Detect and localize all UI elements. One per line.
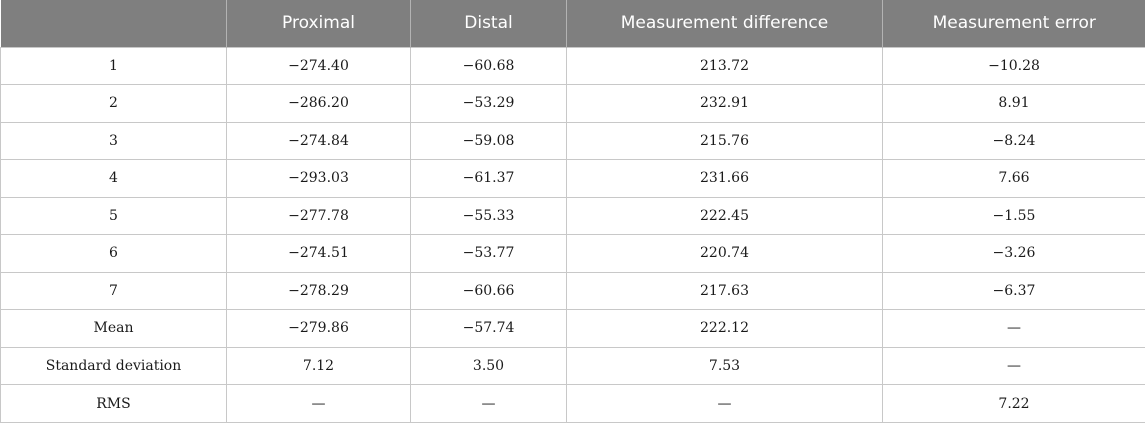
table-cell: 8.91 [883, 85, 1145, 123]
table-cell: — [883, 347, 1145, 385]
table-cell: — [883, 310, 1145, 348]
table-cell: −59.08 [411, 122, 567, 160]
table-cell: −278.29 [227, 272, 411, 310]
table-cell: 222.45 [567, 197, 883, 235]
table-cell: −55.33 [411, 197, 567, 235]
table-cell: −274.84 [227, 122, 411, 160]
table-cell: 220.74 [567, 235, 883, 273]
table-cell: −274.40 [227, 47, 411, 85]
table-row: RMS———7.22 [1, 385, 1145, 423]
table-cell: 231.66 [567, 160, 883, 198]
table-cell: — [567, 385, 883, 423]
table-cell: — [227, 385, 411, 423]
row-label-cell: 7 [1, 272, 227, 310]
row-label-cell: 3 [1, 122, 227, 160]
row-label-cell: 2 [1, 85, 227, 123]
table-cell: −3.26 [883, 235, 1145, 273]
header-cell-measurement-difference: Measurement difference [567, 0, 883, 47]
table-cell: 222.12 [567, 310, 883, 348]
row-label-cell: Standard deviation [1, 347, 227, 385]
table-cell: 7.22 [883, 385, 1145, 423]
header-cell-row-label [1, 0, 227, 47]
table-cell: −8.24 [883, 122, 1145, 160]
table-cell: −274.51 [227, 235, 411, 273]
table-cell: 7.53 [567, 347, 883, 385]
table-cell: — [411, 385, 567, 423]
row-label-cell: 6 [1, 235, 227, 273]
table-cell: 3.50 [411, 347, 567, 385]
table-cell: −1.55 [883, 197, 1145, 235]
table-cell: 7.66 [883, 160, 1145, 198]
table-cell: −6.37 [883, 272, 1145, 310]
header-row: Proximal Distal Measurement difference M… [1, 0, 1145, 47]
row-label-cell: 4 [1, 160, 227, 198]
row-label-cell: 1 [1, 47, 227, 85]
table-cell: −277.78 [227, 197, 411, 235]
table-cell: 215.76 [567, 122, 883, 160]
table-cell: 232.91 [567, 85, 883, 123]
table-cell: −10.28 [883, 47, 1145, 85]
table-cell: 7.12 [227, 347, 411, 385]
table-cell: −279.86 [227, 310, 411, 348]
table-cell: −293.03 [227, 160, 411, 198]
table-cell: −60.68 [411, 47, 567, 85]
table-cell: −286.20 [227, 85, 411, 123]
table-cell: −57.74 [411, 310, 567, 348]
table-cell: 217.63 [567, 272, 883, 310]
row-label-cell: 5 [1, 197, 227, 235]
table-cell: −53.77 [411, 235, 567, 273]
table-cell: −61.37 [411, 160, 567, 198]
header-cell-proximal: Proximal [227, 0, 411, 47]
table-cell: −53.29 [411, 85, 567, 123]
header-cell-measurement-error: Measurement error [883, 0, 1145, 47]
table-cell: −60.66 [411, 272, 567, 310]
row-label-cell: RMS [1, 385, 227, 423]
header-cell-distal: Distal [411, 0, 567, 47]
row-label-cell: Mean [1, 310, 227, 348]
table-cell: 213.72 [567, 47, 883, 85]
